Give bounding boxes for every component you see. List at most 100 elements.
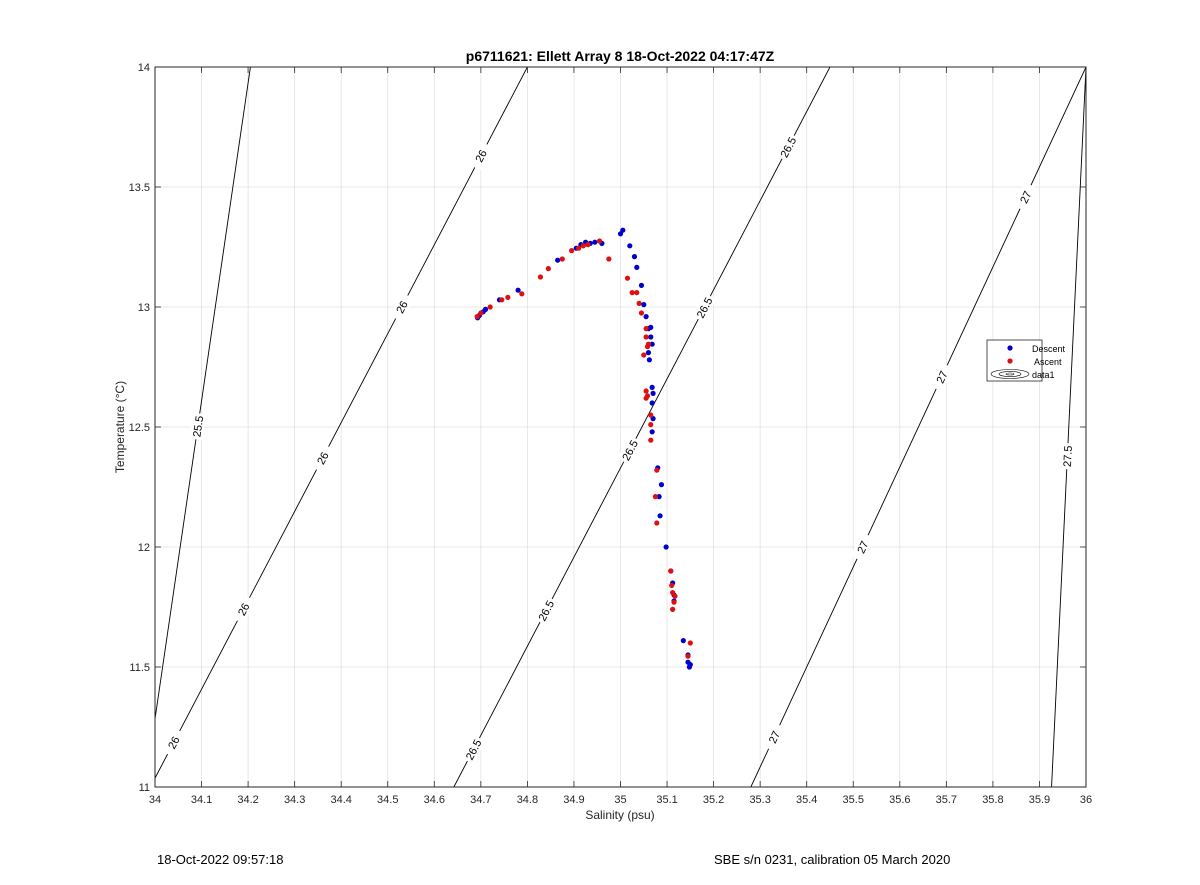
y-axis-label: Temperature (°C) (113, 381, 127, 473)
x-tick-label: 35.2 (703, 794, 724, 806)
descent-point (592, 239, 598, 245)
grid-lines (154, 66, 1087, 788)
x-tick-label: 35.8 (982, 794, 1003, 806)
contour-label: 26 (474, 148, 490, 164)
contour-label: 26 (315, 450, 331, 466)
descent-point (680, 638, 686, 644)
y-tick-label: 13.5 (129, 182, 150, 194)
ascent-point (648, 437, 654, 443)
ascent-point (643, 395, 649, 401)
y-tick-label: 11 (139, 782, 150, 794)
x-tick-label: 35.5 (843, 794, 864, 806)
descent-point (657, 513, 663, 519)
footer-calibration: SBE s/n 0231, calibration 05 March 2020 (714, 852, 951, 867)
x-axis: 34 34.1 34.2 34.3 34.4 34.5 34.6 34.7 34.8 34.9 35… (149, 67, 1092, 806)
x-tick-label: 34.2 (237, 794, 258, 806)
descent-point (482, 306, 489, 312)
ascent-point (652, 494, 659, 500)
ascent-point (606, 256, 612, 262)
descent-point (649, 400, 655, 406)
ascent-point (624, 275, 631, 281)
ascent-point (670, 606, 676, 613)
descent-point (515, 287, 521, 293)
ascent-point (474, 314, 480, 320)
footer-timestamp: 18-Oct-2022 09:57:18 (157, 852, 284, 867)
ascent-point (644, 344, 651, 350)
legend-marker-descent (1007, 345, 1013, 351)
ascent-point (648, 422, 654, 428)
ascent-point (643, 388, 649, 394)
chart-title: p6711621: Ellett Array 8 18-Oct-2022 04:… (466, 48, 775, 64)
ascent-point (634, 290, 640, 296)
ascent-point (685, 653, 691, 659)
x-tick-label: 34.8 (517, 794, 538, 806)
x-tick-label: 34.6 (424, 794, 445, 806)
x-tick-label: 35.1 (656, 794, 677, 806)
ascent-point (559, 256, 565, 262)
x-tick-label: 35.7 (936, 794, 957, 806)
contour-label-bg (929, 362, 954, 392)
x-tick-label: 35.6 (889, 794, 910, 806)
descent-point (634, 264, 640, 270)
descent-point (663, 544, 669, 550)
contour-label-bg (189, 412, 207, 441)
ascent-point (638, 310, 645, 316)
x-tick-label: 34.3 (284, 794, 305, 806)
x-axis-label: Salinity (psu) (585, 808, 654, 822)
contour-label: 27 (1018, 189, 1034, 205)
contour-label-bg (617, 435, 643, 465)
descent-point (658, 482, 665, 488)
data-points (474, 227, 693, 670)
contour-label-bg (310, 443, 335, 473)
ascent-point (669, 582, 675, 589)
ascent-point (576, 245, 582, 251)
ascent-point (654, 467, 660, 473)
descent-point (649, 429, 655, 435)
descent-point (645, 350, 652, 356)
contour-label-bg (461, 734, 486, 765)
x-tick-label: 34 (149, 794, 161, 806)
x-tick-label: 34.4 (330, 794, 351, 806)
ascent-point (505, 294, 511, 300)
density-contours: 25.5262626262626.526.526.526.526.5272727… (155, 67, 1086, 787)
ascent-point (537, 274, 544, 280)
contour-label-bg (850, 532, 875, 562)
ascent-point (580, 243, 586, 249)
ascent-point (545, 266, 551, 272)
contour-label: 27.5 (1062, 445, 1075, 467)
x-tick-label: 34.5 (377, 794, 398, 806)
y-tick-label: 14 (138, 62, 150, 74)
x-tick-label: 34.9 (563, 794, 584, 806)
contour-line (155, 67, 528, 780)
ascent-point (687, 640, 693, 646)
ascent-point (519, 291, 525, 297)
descent-point (631, 254, 638, 260)
y-tick-label: 13 (138, 302, 150, 314)
descent-point (641, 302, 647, 308)
y-tick-label: 12.5 (129, 422, 150, 434)
ascent-point (643, 334, 649, 340)
contour-label-bg (161, 727, 186, 758)
descent-point (627, 243, 633, 249)
contour-label-bg (231, 594, 256, 624)
ascent-point (478, 310, 484, 316)
contour-label-bg (1059, 442, 1075, 470)
x-tick-label: 34.7 (470, 794, 491, 806)
descent-point (650, 390, 656, 396)
descent-point (646, 357, 652, 363)
descent-point (649, 341, 655, 347)
contour-label-bg (762, 722, 786, 752)
legend-label-descent: Descent (1032, 344, 1066, 354)
descent-point (638, 282, 645, 288)
ascent-point (636, 300, 642, 306)
ascent-point (499, 297, 505, 303)
descent-point (686, 664, 692, 670)
descent-point (555, 257, 561, 263)
ascent-point (654, 520, 660, 526)
contour-label: 26 (394, 299, 410, 315)
legend-box (986, 339, 1043, 382)
y-axis: 11 11.5 12 12.5 13 13.5 14 (129, 62, 1086, 794)
descent-point (656, 494, 662, 500)
descent-point (648, 334, 654, 340)
